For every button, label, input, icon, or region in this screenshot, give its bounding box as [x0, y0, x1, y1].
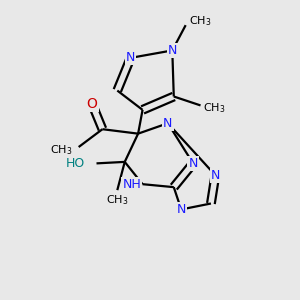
- Text: N: N: [126, 51, 135, 64]
- Text: N: N: [211, 169, 220, 182]
- Text: O: O: [87, 97, 98, 111]
- Text: N: N: [163, 117, 172, 130]
- Text: HO: HO: [65, 157, 85, 170]
- Text: N: N: [188, 157, 198, 170]
- Text: N: N: [168, 44, 177, 57]
- Text: CH$_3$: CH$_3$: [189, 14, 211, 28]
- Text: CH$_3$: CH$_3$: [50, 143, 73, 157]
- Text: NH: NH: [122, 178, 141, 191]
- Text: CH$_3$: CH$_3$: [106, 194, 128, 207]
- Text: N: N: [176, 203, 186, 216]
- Text: CH$_3$: CH$_3$: [203, 101, 226, 115]
